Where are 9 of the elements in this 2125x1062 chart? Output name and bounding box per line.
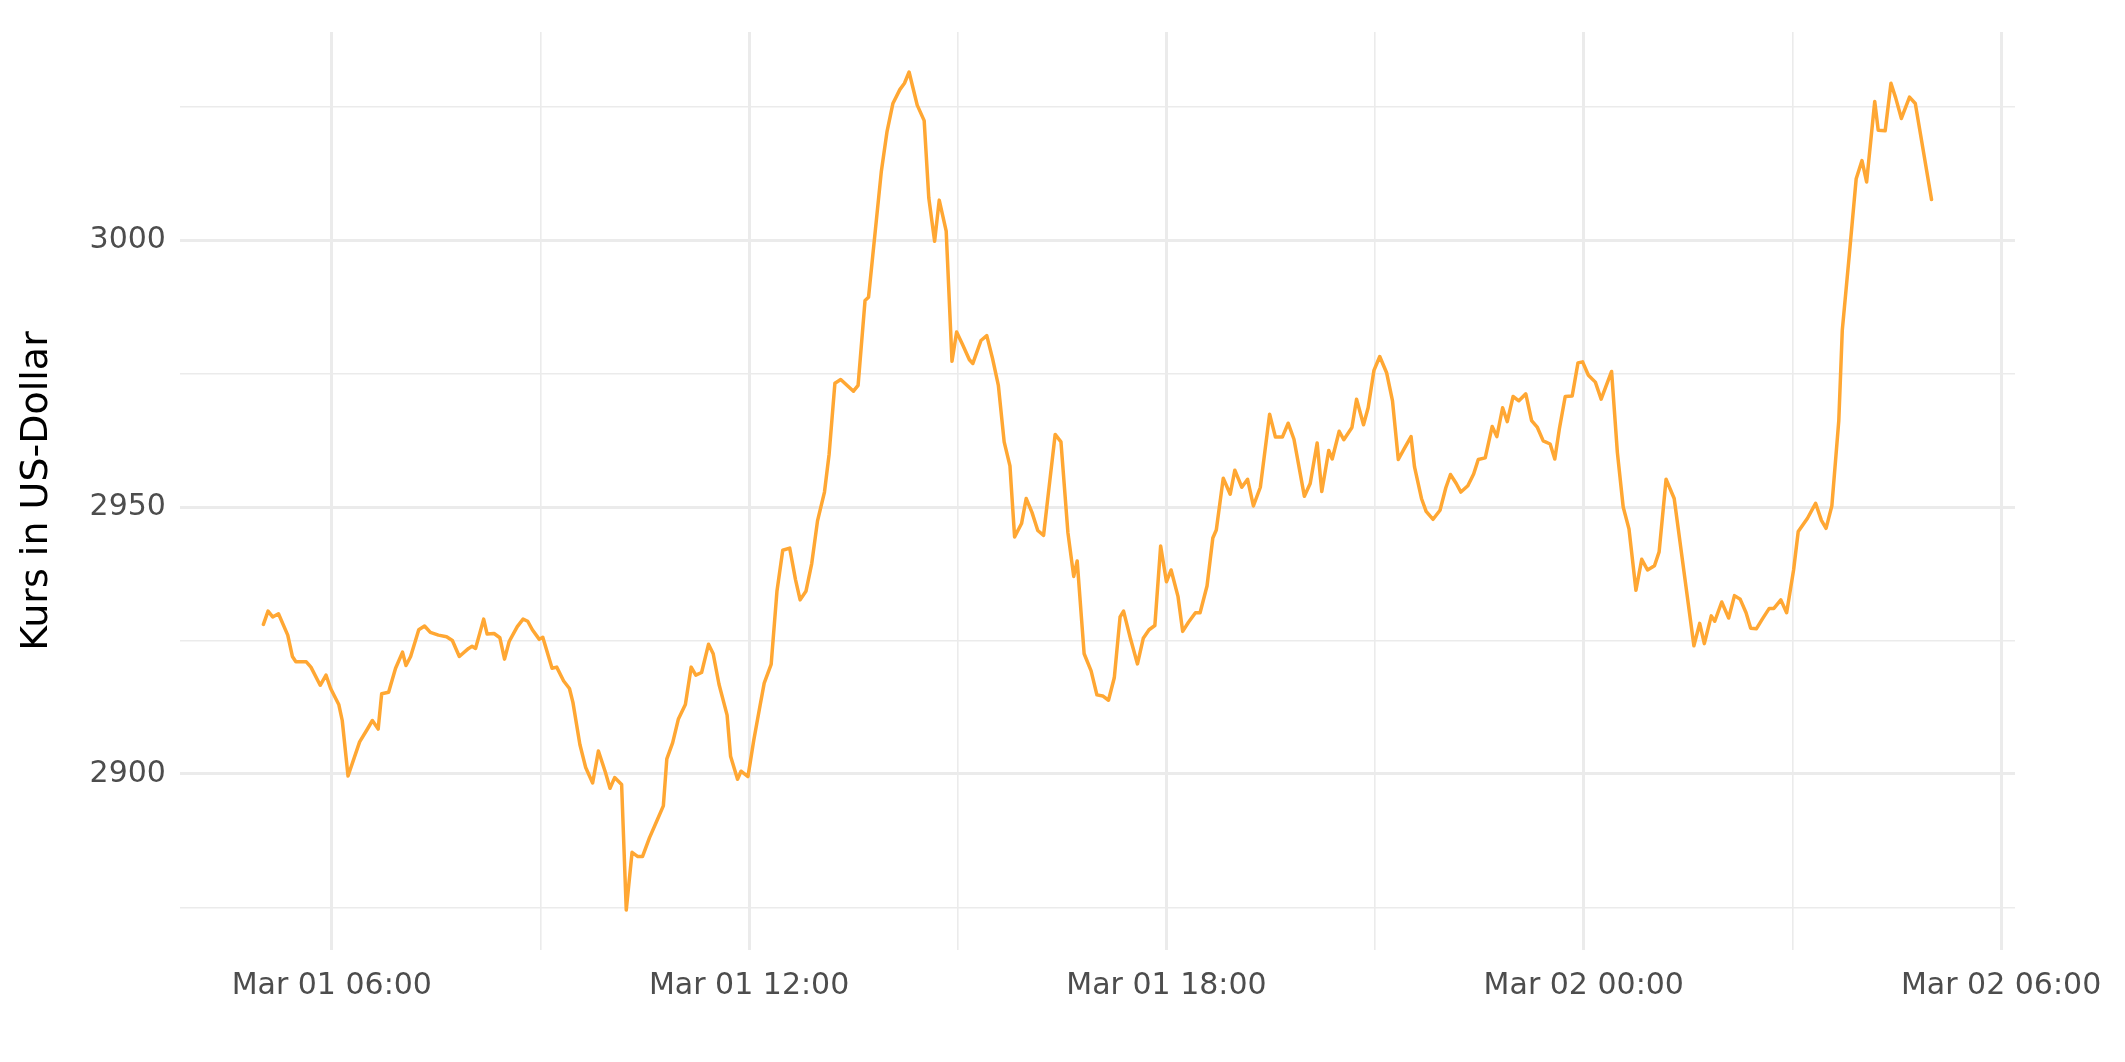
- x-tick-label: Mar 01 12:00: [648, 965, 850, 1001]
- y-tick-label: 2950: [89, 486, 166, 522]
- x-tick-label: Mar 02 00:00: [1483, 965, 1684, 1001]
- x-tick-label: Mar 02 06:00: [1900, 965, 2102, 1001]
- y-tick-label: 2900: [89, 753, 166, 789]
- y-tick-label: 3000: [89, 219, 166, 255]
- x-tick-label: Mar 01 18:00: [1066, 965, 1267, 1001]
- y-axis-title: Kurs in US-Dollar: [11, 330, 56, 651]
- x-tick-label: Mar 01 06:00: [231, 965, 432, 1001]
